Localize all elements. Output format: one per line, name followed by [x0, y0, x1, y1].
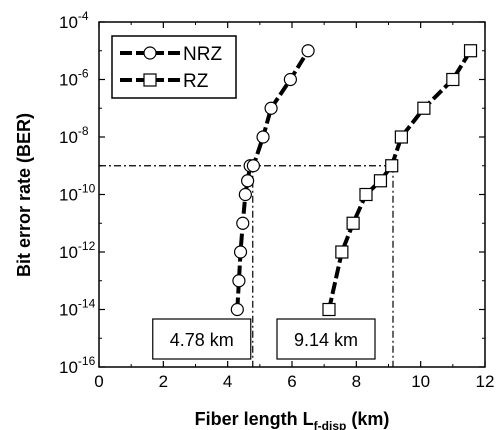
data-point-rz [446, 72, 460, 87]
data-point-nrz [241, 174, 255, 188]
annotation-label: 4.78 km [170, 330, 234, 350]
legend-rz-marker [143, 73, 157, 87]
data-point-rz [373, 174, 388, 188]
x-tick-label: 6 [287, 372, 296, 391]
data-point-rz [335, 245, 349, 259]
data-point-nrz [301, 44, 315, 58]
y-tick-label: 10-12 [59, 239, 96, 262]
data-point-rz [394, 130, 408, 144]
annotation-box [152, 318, 252, 360]
series-layer [230, 44, 478, 317]
data-point-nrz [256, 130, 270, 144]
y-tick-label: 10-16 [59, 354, 96, 377]
data-point-rz [346, 216, 360, 230]
y-tick-label: 10-14 [59, 297, 96, 320]
data-point-nrz [233, 245, 248, 259]
ticks-layer: 0 2 4 6 8 10 12 10-16 10-14 10-12 10-10 10-8 10-6 10-… [59, 9, 494, 391]
data-point-nrz [236, 216, 250, 230]
x-tick-label: 4 [223, 372, 232, 391]
x-tick-label: 12 [476, 372, 495, 391]
x-axis-label-text: Fiber length [195, 409, 298, 429]
data-point-rz [385, 159, 399, 173]
legend-nrz-label: NRZ [183, 44, 222, 65]
data-point-rz [322, 302, 336, 317]
x-axis-label-subscript: f-disp [314, 419, 347, 430]
x-axis-label-unit: (km) [351, 409, 389, 429]
series-line-rz [327, 49, 473, 310]
data-point-nrz [230, 302, 244, 317]
annotation-box [276, 318, 376, 360]
data-point-rz [359, 187, 373, 202]
legend-nrz-marker [143, 46, 157, 60]
y-tick-label: 10-8 [59, 124, 89, 147]
legend-frame [111, 35, 237, 99]
x-axis-title: Fiber length Lf-disp (km) [195, 409, 390, 430]
y-axis-title: Bit error rate (BER) [14, 113, 34, 277]
reference-lines [99, 165, 394, 367]
x-tick-label: 2 [159, 372, 168, 391]
legend: NRZ RZ [111, 35, 237, 99]
data-point-nrz [232, 274, 246, 288]
y-tick-label: 10-10 [59, 182, 96, 205]
data-point-rz [463, 44, 478, 58]
y-tick-label: 10-4 [59, 9, 89, 32]
data-point-rz [417, 101, 431, 115]
x-tick-label: 8 [352, 372, 361, 391]
data-point-nrz [246, 159, 260, 173]
annotation-layer: 4.78 km 9.14 km [152, 318, 376, 360]
annotation-label: 9.14 km [294, 330, 358, 350]
x-tick-label: 10 [411, 372, 430, 391]
plot-area: 4.78 km 9.14 km [98, 21, 486, 368]
x-axis-label-symbol: L [303, 409, 314, 429]
y-axis-label: Bit error rate (BER) [14, 113, 34, 277]
data-point-nrz [264, 101, 278, 115]
x-tick-label: 0 [94, 372, 103, 391]
data-point-nrz [238, 187, 252, 202]
data-point-nrz [283, 72, 297, 87]
y-tick-label: 10-6 [59, 67, 89, 90]
legend-rz-label: RZ [183, 71, 209, 92]
x-axis-label: Fiber length Lf-disp (km) [195, 409, 390, 430]
